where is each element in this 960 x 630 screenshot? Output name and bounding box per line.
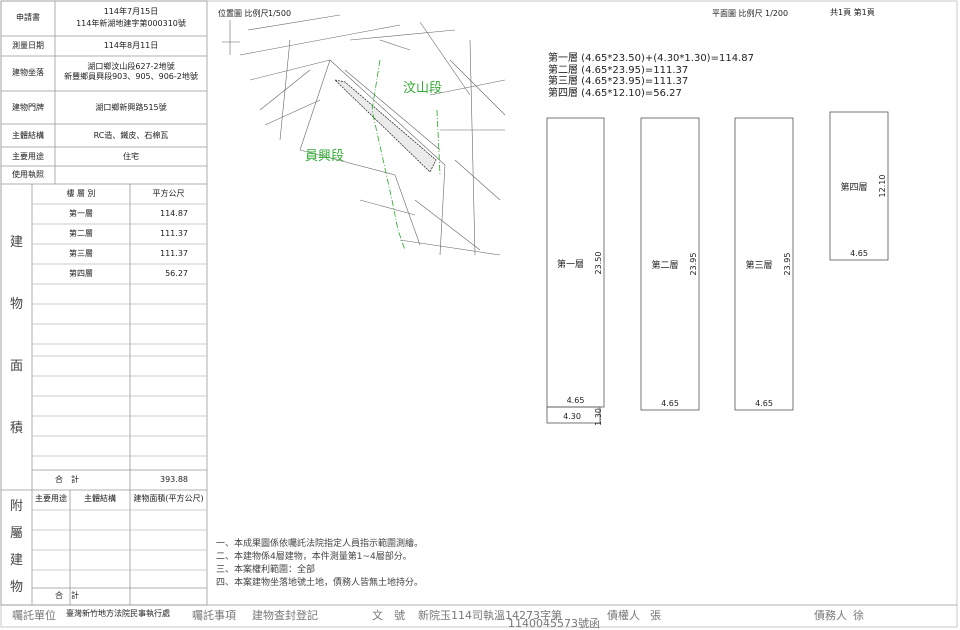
value: 新豐鄉員興段903、905、906-2地號 xyxy=(64,72,198,81)
value: 114年7月15日 xyxy=(103,7,159,16)
column-header: 主體結構 xyxy=(84,494,116,503)
note: 一、本成果圖係依囑託法院指定人員指示範圍測繪。 xyxy=(216,539,424,549)
value: 住宅 xyxy=(123,152,139,161)
area-formula: 第三層 (4.65*23.95)=111.37 xyxy=(548,76,689,87)
label: 主要用途 xyxy=(12,152,44,161)
side-label: 建 xyxy=(9,553,23,568)
floor-width: 4.65 xyxy=(755,399,773,408)
value: 114年8月11日 xyxy=(103,41,159,50)
footer-field: 1140045573號函 xyxy=(508,617,600,630)
floor-label: 第三層 xyxy=(745,261,773,271)
section-label: 員興段 xyxy=(305,149,345,164)
floor-length: 12.10 xyxy=(878,174,887,198)
label: 建物坐落 xyxy=(12,68,44,77)
floor-area: 56.27 xyxy=(165,269,188,278)
area-formula: 第一層 (4.65*23.50)+(4.30*1.30)=114.87 xyxy=(548,53,754,64)
column-header: 主要用途 xyxy=(35,494,67,503)
floor-width: 4.30 xyxy=(563,412,581,421)
label: 測量日期 xyxy=(12,41,44,50)
plan-scale: 1/200 xyxy=(765,9,789,18)
floor-length: 23.95 xyxy=(689,252,698,276)
label: 申請書 xyxy=(16,13,40,22)
floor-area: 111.37 xyxy=(160,249,188,258)
note: 二、本建物係4層建物，本件測量第1~4層部分。 xyxy=(216,552,412,562)
map-title: 位置圖 比例尺 xyxy=(218,9,269,18)
floor-width: 4.65 xyxy=(566,396,585,405)
footer-field: 建物查封登記 xyxy=(252,609,318,622)
floor-area: 114.87 xyxy=(160,209,188,218)
column-header: 平方公尺 xyxy=(152,189,185,198)
floor-width: 4.65 xyxy=(850,249,868,258)
label: 使用執照 xyxy=(12,170,44,179)
page-count: 共1頁 第1頁 xyxy=(830,8,875,17)
total-label: 合 計 xyxy=(55,591,79,600)
floor-name: 第三層 xyxy=(69,249,93,258)
floor-label: 第四層 xyxy=(840,183,868,193)
side-label: 屬 xyxy=(9,526,23,541)
side-label: 附 xyxy=(9,499,23,514)
column-header: 建物面積(平方公尺) xyxy=(133,494,204,503)
column-header: 樓 層 別 xyxy=(66,189,96,198)
footer-field: 債務人 xyxy=(814,609,847,622)
floor-name: 第二層 xyxy=(69,229,93,238)
total-value: 393.88 xyxy=(160,475,188,484)
floor-length: 1.30 xyxy=(594,408,603,426)
footer-field: 徐 xyxy=(853,609,864,622)
footer-field: 張 xyxy=(650,609,661,622)
value: 114年新湖地建字第000310號 xyxy=(76,19,186,28)
area-formula: 第四層 (4.65*12.10)=56.27 xyxy=(548,87,682,99)
side-label: 物 xyxy=(9,297,23,312)
floor-name: 第四層 xyxy=(69,269,93,278)
floor-label: 第一層 xyxy=(556,259,584,270)
footer-field: 文 號 xyxy=(372,609,405,622)
footer-field: 臺灣新竹地方法院民事執行處 xyxy=(66,609,170,618)
note: 四、本案建物坐落地號土地，債務人皆無土地持分。 xyxy=(216,578,424,588)
value: 湖口鄉汶山段627-2地號 xyxy=(87,62,175,71)
floor-area: 111.37 xyxy=(160,229,188,238)
floor-label: 第二層 xyxy=(651,261,679,271)
floor-name: 第一層 xyxy=(69,209,93,218)
plan-title: 平面圖 比例尺 xyxy=(712,9,763,18)
map-scale: 1/500 xyxy=(268,9,292,18)
side-label: 建 xyxy=(9,235,23,250)
note: 三、本案權利範圍：全部 xyxy=(216,565,316,575)
footer-field: 新院玉114司執溫14273字第 xyxy=(418,609,562,622)
section-label: 汶山段 xyxy=(403,81,443,96)
floor-length: 23.95 xyxy=(783,252,792,276)
footer-field: 債權人 xyxy=(607,609,640,622)
floor-length: 23.50 xyxy=(594,251,603,274)
label: 建物門牌 xyxy=(12,103,44,112)
side-label: 積 xyxy=(9,421,23,436)
value: 湖口鄉新興路515號 xyxy=(95,103,167,112)
footer-field: 囑託單位 xyxy=(12,609,56,622)
floor-width: 4.65 xyxy=(661,399,679,408)
side-label: 物 xyxy=(9,580,23,595)
label: 主體結構 xyxy=(12,131,44,140)
side-label: 面 xyxy=(9,359,23,374)
total-label: 合 計 xyxy=(55,475,79,484)
area-formula: 第二層 (4.65*23.95)=111.37 xyxy=(548,64,689,76)
footer-field: 囑託事項 xyxy=(192,609,236,622)
value: RC造、鐵皮、石棉瓦 xyxy=(93,131,169,140)
